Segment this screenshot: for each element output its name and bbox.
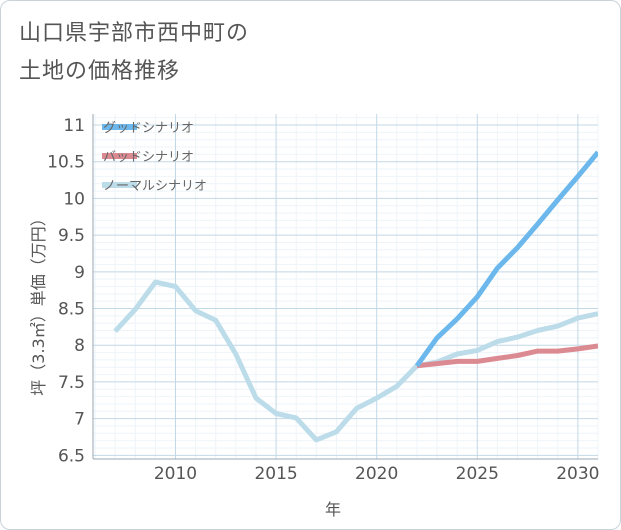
y-tick-label: 7.5 xyxy=(58,373,85,393)
y-tick-label: 9 xyxy=(74,263,85,283)
y-tick-label: 8 xyxy=(74,336,85,356)
y-tick-label: 7 xyxy=(74,410,85,430)
y-tick-label: 8.5 xyxy=(58,300,85,320)
series-line-2 xyxy=(113,279,598,443)
series-line-0 xyxy=(414,150,598,368)
y-tick-label: 6.5 xyxy=(58,446,85,466)
chart-title-line-1: 山口県宇部市西中町の xyxy=(19,21,250,46)
legend-label: グッドシナリオ xyxy=(103,121,194,136)
legend-label: ノーマルシナリオ xyxy=(103,179,207,194)
legend-label: バッドシナリオ xyxy=(103,150,194,165)
axes: 6.5 7 7.5 8 8.5 9 9.5 10 10.5 11 2010 2015 2020 2025 2… xyxy=(47,114,600,484)
x-tick-label: 2010 xyxy=(154,464,197,484)
x-tick-label: 2025 xyxy=(456,464,499,484)
y-axis-title: 坪（3.3㎡）単価（万円） xyxy=(29,210,48,395)
y-tick-label: 10 xyxy=(63,189,85,209)
x-tick-label: 2020 xyxy=(355,464,398,484)
chart-title-line-2: 土地の価格推移 xyxy=(19,59,181,84)
y-tick-label: 9.5 xyxy=(58,226,85,246)
x-tick-label: 2015 xyxy=(254,464,297,484)
series-lines xyxy=(113,150,598,443)
x-axis-title: 年 xyxy=(325,500,341,519)
y-tick-label: 11 xyxy=(63,116,85,136)
x-tick-label: 2030 xyxy=(556,464,599,484)
series-line-1 xyxy=(416,343,598,369)
y-tick-label: 10.5 xyxy=(47,153,85,173)
